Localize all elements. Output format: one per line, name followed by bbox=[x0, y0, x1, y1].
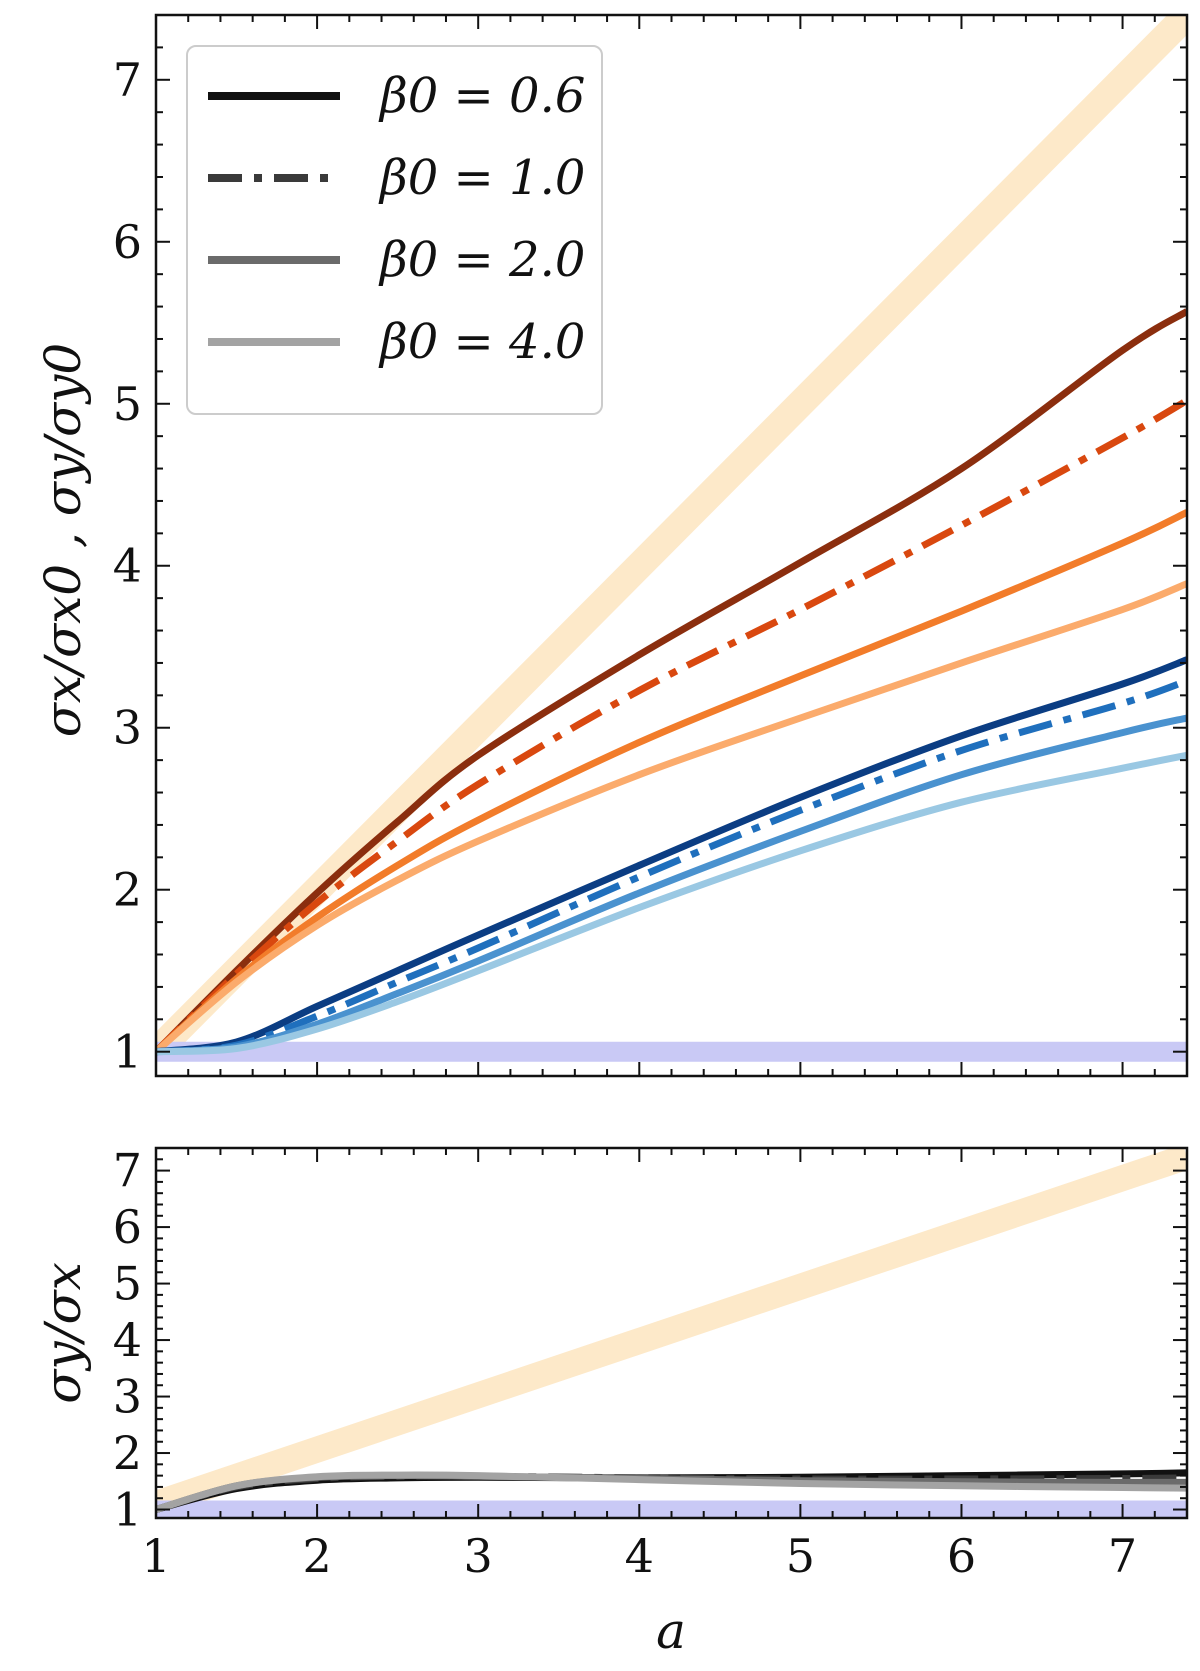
bottom-xtick-label: 4 bbox=[625, 1529, 654, 1583]
top-panel: 1 2 3 4 5 6 7 σx/σx0 , σy/σy0 β0 = 0.6 β0 = 1.0… bbox=[34, 13, 1189, 1079]
bottom-xtick-label: 5 bbox=[786, 1529, 815, 1583]
bottom-ylabel: σy/σx bbox=[34, 1262, 92, 1404]
bottom-ytick-label: 7 bbox=[113, 1144, 142, 1198]
bottom-band-reference-linear bbox=[156, 1148, 1187, 1517]
top-series-7 bbox=[156, 714, 1187, 1056]
top-ytick-label: 7 bbox=[113, 53, 142, 107]
top-ytick-label: 5 bbox=[113, 377, 142, 431]
top-series-6 bbox=[156, 677, 1187, 1056]
bottom-xlabel: a bbox=[656, 1602, 686, 1660]
legend-label-2: β0 = 1.0 bbox=[378, 150, 585, 206]
top-series-2 bbox=[156, 397, 1187, 1055]
top-series-5 bbox=[156, 656, 1187, 1056]
top-ytick-label: 4 bbox=[113, 539, 142, 593]
legend-label-4: β0 = 4.0 bbox=[378, 314, 585, 370]
bottom-ytick-label: 6 bbox=[113, 1200, 142, 1254]
bottom-xtick-label: 7 bbox=[1108, 1529, 1137, 1583]
bottom-ytick-label: 5 bbox=[113, 1257, 142, 1311]
bottom-ytick-label: 4 bbox=[113, 1313, 142, 1367]
top-ylabel: σx/σx0 , σy/σy0 bbox=[34, 343, 92, 737]
top-ytick-label: 2 bbox=[113, 863, 142, 917]
bottom-xtick-label: 2 bbox=[302, 1529, 331, 1583]
top-series-3 bbox=[156, 509, 1187, 1055]
bottom-xtick-label: 6 bbox=[947, 1529, 976, 1583]
top-ytick-label: 3 bbox=[113, 701, 142, 755]
bottom-xtick-label: 1 bbox=[141, 1529, 170, 1583]
top-series-8 bbox=[156, 751, 1187, 1056]
bottom-xtick-label: 3 bbox=[464, 1529, 493, 1583]
top-series-1 bbox=[156, 308, 1187, 1055]
legend-label-3: β0 = 2.0 bbox=[378, 232, 585, 288]
top-ytick-label: 1 bbox=[113, 1025, 142, 1079]
legend: β0 = 0.6 β0 = 1.0 β0 = 2.0 β0 = 4.0 bbox=[186, 45, 603, 415]
legend-label-1: β0 = 0.6 bbox=[378, 68, 585, 124]
legend-frame bbox=[186, 45, 603, 415]
bottom-series-4 bbox=[156, 1471, 1187, 1513]
top-ytick-label: 6 bbox=[113, 215, 142, 269]
bottom-ytick-label: 2 bbox=[113, 1426, 142, 1480]
top-series-4 bbox=[156, 580, 1187, 1055]
bottom-ytick-label: 1 bbox=[113, 1483, 142, 1537]
bottom-ytick-label: 3 bbox=[113, 1370, 142, 1424]
